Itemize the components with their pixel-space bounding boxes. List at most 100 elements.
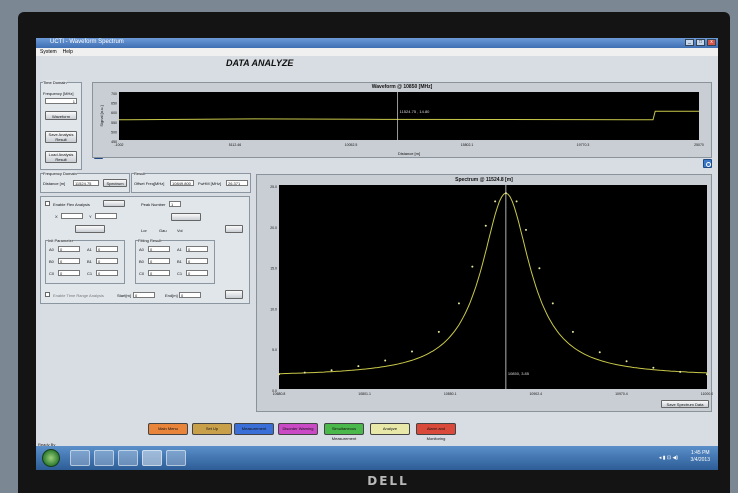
nav-set-up-button[interactable]: Set Up	[192, 423, 232, 435]
spectrum-data-point	[384, 359, 387, 362]
spectrum-x-tick: 11000.0	[701, 392, 713, 396]
spectrum-data-point	[484, 224, 487, 227]
start-input[interactable]: 0	[133, 292, 155, 298]
maximize-button[interactable]: □	[696, 39, 705, 46]
init-parameter-label: Init Parameter	[48, 238, 74, 243]
init-input-c0[interactable]: 0	[58, 270, 80, 276]
range-apply-button[interactable]	[225, 290, 243, 299]
minimize-button[interactable]: _	[685, 39, 694, 46]
spectrum-chart-title: Spectrum @ 11524.8 [m]	[455, 177, 513, 183]
distance-label: Distance [m]	[43, 181, 66, 186]
ie-icon[interactable]	[70, 450, 90, 466]
spectrum-data-point	[538, 267, 541, 270]
app-taskbar-icon[interactable]	[142, 450, 162, 466]
result-label: Result	[134, 171, 146, 176]
spectrum-cursor-label: 10850, 3.85	[508, 371, 530, 376]
nav-disorder-warning-button[interactable]: Disorder Warning	[278, 423, 318, 435]
fit-input-a1: 0	[186, 246, 208, 252]
load-analysis-button[interactable]: Load Analysis Result	[45, 151, 77, 163]
init-input-b1[interactable]: 0	[96, 258, 118, 264]
end-input[interactable]: 0	[179, 292, 201, 298]
spectrum-button[interactable]: Spectrum	[103, 179, 127, 187]
frequency-label: Frequency [MHz]	[43, 91, 74, 96]
spectrum-data-point	[303, 371, 306, 374]
waveform-chart[interactable]: 700 650 600 550 500 450 -1002 5112.46 10052.5 15…	[93, 83, 713, 159]
fitting-result-group: Fitting Result A0 0 A1 0 B0 0 B1 0 C0 0 C1 0	[135, 238, 215, 284]
radio-gau[interactable]: Gau	[159, 228, 167, 233]
waveform-plot-area	[119, 92, 699, 140]
waveform-button[interactable]: Waveform	[45, 111, 77, 120]
init-label-c1: C1	[87, 271, 93, 276]
peak-number-label: Peak Number	[141, 202, 166, 207]
window-taskbar-icon[interactable]	[166, 450, 186, 466]
spectrum-chart[interactable]: 25.0 20.0 15.0 10.0 5.0 0.0 10680.8 10801.1 108…	[257, 175, 713, 413]
nav-measurement-button[interactable]: Measurement	[234, 423, 274, 435]
fit-input-b1: 0	[186, 258, 208, 264]
page-title: DATA ANALYZE	[226, 58, 294, 68]
waveform-expand-icon[interactable]	[703, 159, 712, 168]
fit-label-b1: B1	[177, 259, 182, 264]
waveform-y-tick: 450	[111, 140, 117, 144]
nav-simultaneous-measurement-button[interactable]: Simultaneous Measurement	[324, 423, 364, 441]
radio-lor[interactable]: Lor	[141, 228, 147, 233]
frequency-domain-label: Frequency Domain	[43, 171, 77, 176]
init-input-a0[interactable]: 0	[58, 246, 80, 252]
fit-input-b0: 0	[148, 258, 170, 264]
end-label: End[m]	[165, 293, 178, 298]
set-button[interactable]	[75, 225, 105, 233]
flex-load-button[interactable]	[103, 200, 125, 207]
enable-flex-checkbox[interactable]	[45, 201, 50, 206]
waveform-x-tick: -1002	[115, 143, 124, 147]
enable-range-checkbox[interactable]	[45, 292, 50, 297]
explorer-icon[interactable]	[94, 450, 114, 466]
spectrum-data-point	[598, 351, 601, 354]
init-label-a0: A0	[49, 247, 54, 252]
start-button[interactable]	[42, 449, 60, 467]
status-text: Ready By	[38, 442, 56, 447]
y-input[interactable]	[95, 213, 117, 219]
waveform-chart-title: Waveform @ 10850 [MHz]	[371, 84, 433, 90]
init-input-a1[interactable]: 0	[96, 246, 118, 252]
close-button[interactable]: x	[707, 39, 716, 46]
nav-alarm-and-monitoring-button[interactable]: Alarm and Monitoring	[416, 423, 456, 441]
waveform-cursor-label: 11524.75 , 14.80	[400, 109, 431, 114]
radio-voi[interactable]: Voi	[177, 228, 183, 233]
waveform-x-axis-label: Distance [m]	[398, 151, 420, 156]
fitting-result-label: Fitting Result	[138, 238, 162, 243]
tray-icons[interactable]: ◂ ▮ ⊡ ◀)	[658, 455, 678, 461]
offset-freq-label: Offset Freq[MHz]	[134, 181, 165, 186]
save-spectrum-button[interactable]: Save Spectrum Data	[661, 400, 709, 408]
nav-main-menu-button[interactable]: Main Menu	[148, 423, 188, 435]
apply-button[interactable]	[225, 225, 243, 233]
menu-help[interactable]: Help	[62, 49, 73, 55]
frequency-input[interactable]: 1	[45, 98, 77, 104]
spectrum-plot-area	[279, 185, 707, 389]
spectrum-data-point	[524, 228, 527, 231]
tray-clock[interactable]: 1:45 PM 3/4/2013	[691, 450, 710, 464]
menu-system[interactable]: System	[40, 49, 57, 55]
spectrum-data-point	[706, 373, 708, 376]
tray-time: 1:45 PM	[690, 450, 710, 456]
init-label-b0: B0	[49, 259, 54, 264]
peak-number-input[interactable]: 1	[169, 201, 181, 207]
init-input-c1[interactable]: 0	[96, 270, 118, 276]
media-player-icon[interactable]	[118, 450, 138, 466]
spectrum-data-point	[411, 350, 414, 353]
spectrum-data-point	[679, 370, 682, 373]
window-title-bar: UCTI - Waveform Spectrum _ □ x	[36, 38, 718, 48]
init-input-b0[interactable]: 0	[58, 258, 80, 264]
taskbar: ◂ ▮ ⊡ ◀) 1:45 PM 3/4/2013	[36, 446, 718, 470]
x-input[interactable]	[61, 213, 83, 219]
fit-button[interactable]	[171, 213, 201, 221]
spectrum-data-point	[357, 365, 360, 368]
save-analysis-button[interactable]: Save Analysis Result	[45, 131, 77, 143]
fwhm-label: FwHM [MHz]	[198, 181, 222, 186]
frequency-domain-group: Frequency Domain Distance [m] 11524.75 S…	[40, 171, 130, 193]
waveform-y-tick: 600	[111, 111, 117, 115]
distance-input[interactable]: 11524.75	[73, 180, 99, 186]
spectrum-y-tick: 15.0	[270, 267, 277, 271]
nav-analyze-button[interactable]: Analyze	[370, 423, 410, 435]
spectrum-data-point	[515, 200, 518, 203]
waveform-x-tick: 5112.46	[229, 143, 241, 147]
fit-label-a1: A1	[177, 247, 182, 252]
